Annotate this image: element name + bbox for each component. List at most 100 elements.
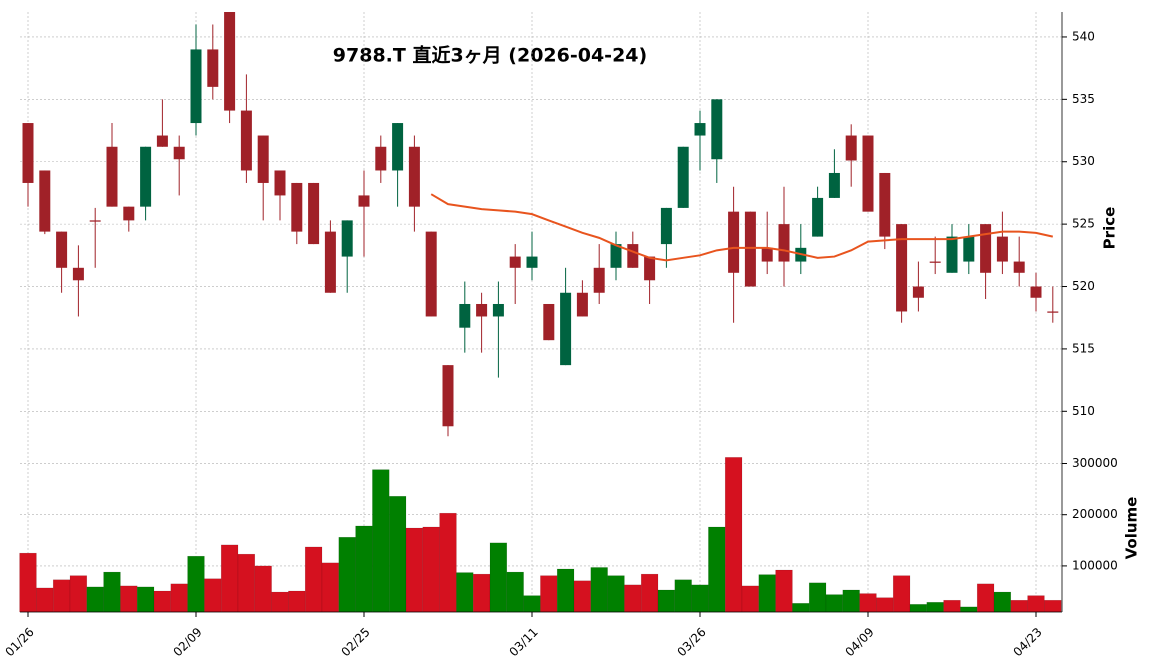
volume-bar [640, 573, 659, 613]
candle-body [963, 236, 975, 262]
candle-body [442, 365, 454, 427]
volume-bar [271, 591, 289, 613]
candle-body [341, 220, 353, 257]
volume-bar [338, 536, 356, 613]
volume-bar [237, 553, 256, 613]
volume-bar [775, 569, 793, 613]
candle-body [560, 292, 572, 366]
volume-bar [842, 589, 860, 613]
volume-bar [708, 526, 726, 613]
candle-body [190, 49, 202, 124]
volume-bar [254, 565, 272, 613]
volume-bar [892, 575, 911, 613]
volume-bar [19, 552, 37, 613]
candle-body [644, 256, 656, 281]
volume-bar [136, 586, 155, 613]
moving-average [430, 193, 1054, 262]
candle-body [492, 303, 504, 317]
volume-bar [758, 574, 776, 613]
candle-body [778, 224, 790, 262]
y-axis-label: Price [1101, 207, 1119, 250]
candle-body [744, 211, 756, 287]
candle-body [896, 224, 908, 312]
volume-bar [943, 599, 961, 613]
candle-body [224, 12, 236, 111]
volume-bar [674, 579, 692, 613]
candle-body [392, 123, 404, 171]
volume-bar [909, 604, 928, 613]
volume-bar [657, 589, 676, 613]
candle-body [761, 247, 773, 262]
volume-bar [1027, 595, 1045, 613]
volume-bar [876, 597, 894, 613]
x-tick-label: 03/26 [674, 625, 708, 659]
candle-body [257, 135, 269, 183]
volume-bar [170, 583, 188, 613]
volume-bar [422, 526, 440, 613]
x-tick-label: 04/23 [1010, 625, 1044, 659]
candle-body [677, 146, 689, 208]
volume-bar [691, 584, 709, 613]
volume-bar [52, 579, 71, 613]
x-tick-label: 03/11 [506, 625, 540, 659]
volume-bar [36, 587, 54, 613]
candle-body [140, 146, 152, 207]
candle-body [980, 224, 992, 273]
candle-body [526, 256, 538, 268]
volume-bar [825, 594, 844, 613]
volume-tick-label: 100000 [1072, 558, 1118, 572]
candle-body [660, 207, 672, 245]
y-tick-label: 525 [1072, 217, 1095, 231]
candle-body [509, 256, 521, 268]
candle-body [728, 211, 740, 273]
volume-bar [960, 606, 978, 613]
candle-body [425, 231, 437, 317]
candle-body [72, 267, 84, 281]
x-tick-label: 02/09 [170, 625, 204, 659]
candle-body [543, 303, 555, 341]
volume-bar [523, 595, 541, 613]
volume-bar [1010, 599, 1028, 613]
candle-body [173, 146, 185, 160]
volume-bar [993, 591, 1012, 613]
candle-body [240, 110, 252, 171]
candle-body [324, 231, 336, 293]
candle-body [123, 206, 135, 221]
candle-body [1047, 311, 1059, 313]
x-tick-label: 02/25 [338, 625, 372, 659]
volume-tick-label: 200000 [1072, 507, 1118, 521]
candle-body [711, 99, 723, 160]
candle-body [879, 172, 891, 237]
volume-bar [439, 512, 457, 613]
volume-bar [976, 583, 995, 613]
volume-bar [456, 572, 474, 613]
volume-bar [288, 590, 306, 613]
candle-body [207, 49, 219, 87]
candle-body [845, 135, 857, 161]
volume-bar [69, 575, 88, 613]
volume-bar [489, 542, 508, 613]
volume-bar [792, 603, 810, 613]
volume-bar [153, 590, 172, 613]
y-tick-label: 540 [1072, 29, 1095, 43]
candle-body [929, 261, 941, 263]
volume-bar [120, 585, 138, 613]
candle-body [308, 182, 320, 245]
candle-body [375, 146, 387, 171]
volume-bar [355, 525, 373, 613]
volume-bar [724, 457, 743, 613]
candle-body [1030, 286, 1042, 298]
candle-body [610, 244, 622, 268]
candle-body [39, 170, 51, 232]
candle-body [862, 135, 874, 212]
volume-bar [540, 575, 558, 613]
volume-bar [187, 555, 205, 613]
volume-bar [472, 573, 491, 613]
candle-body [912, 286, 924, 298]
volume-bar [405, 527, 424, 613]
candle-body [812, 197, 824, 237]
x-tick-label: 01/26 [2, 625, 36, 659]
volume-bar [590, 567, 608, 613]
candle-body [408, 146, 420, 207]
y-tick-label: 530 [1072, 154, 1095, 168]
